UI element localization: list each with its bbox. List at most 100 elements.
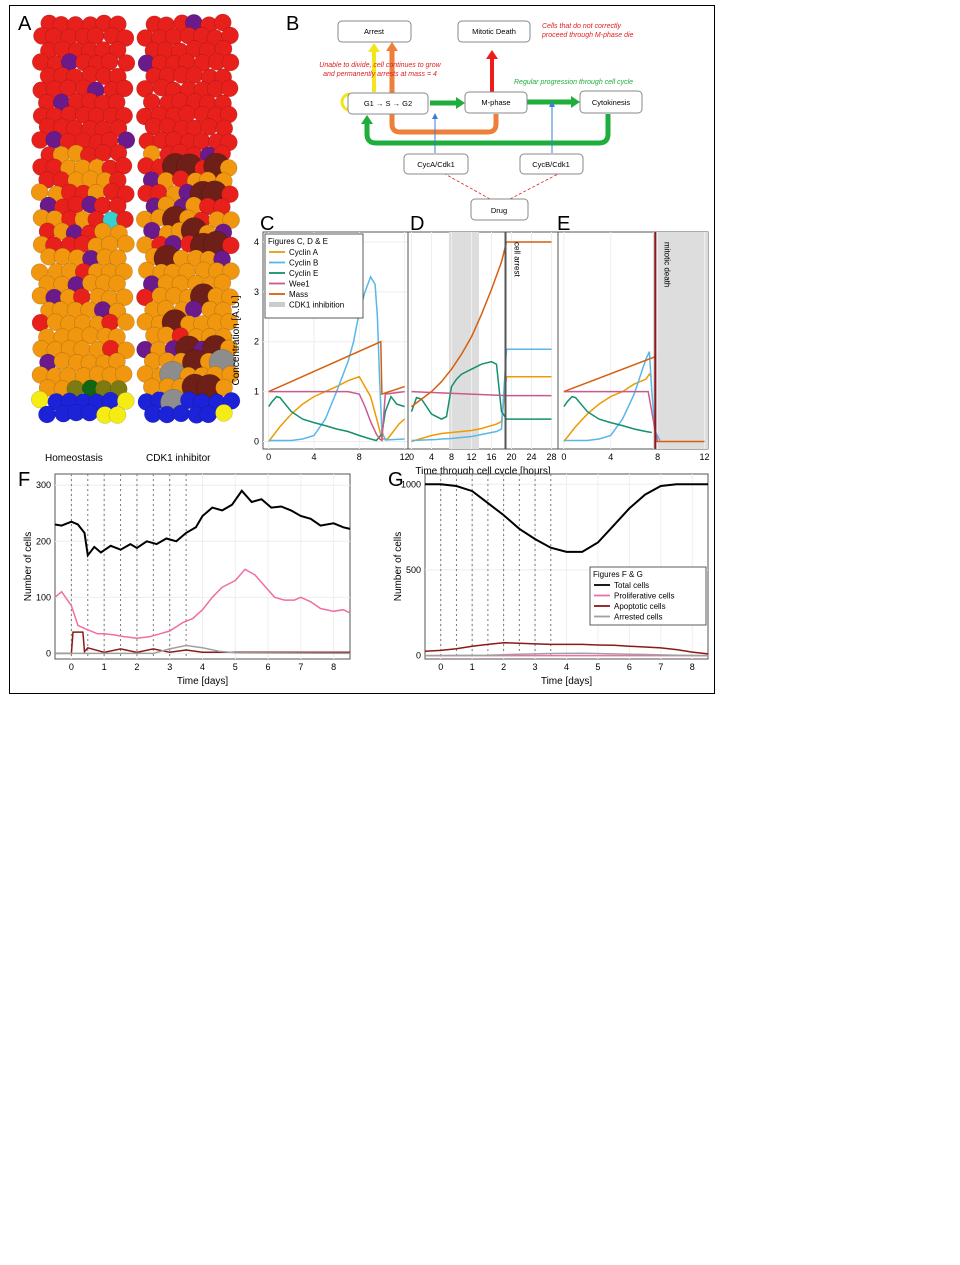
series-line-proliferative-cells	[54, 568, 351, 640]
x-tick-label: 7	[658, 662, 663, 672]
inhibition-shading	[652, 232, 708, 449]
cell-sphere	[222, 236, 240, 255]
cell-sphere	[221, 185, 239, 203]
x-tick-label: 2	[134, 662, 139, 672]
note-arrest-line2: and permanently arrests at mass = 4	[323, 71, 437, 78]
x-tick-label: 3	[167, 662, 172, 672]
panel-label-c: C	[260, 213, 274, 235]
chart-g: 0 1 2 3 4 5 6 7 8 0 500 1000 Time [days] Number of ce…	[393, 473, 709, 687]
cell-sphere	[221, 53, 240, 72]
y-axis-label: Concentration [A.U.]	[231, 295, 242, 385]
cell-sphere	[31, 390, 49, 409]
box-drug	[470, 198, 529, 221]
y-tick-label: 0	[46, 648, 51, 658]
box-cycb	[519, 153, 584, 175]
x-tick-label: 12	[699, 452, 709, 462]
box-cytokinesis-label: Cytokinesis	[592, 98, 631, 107]
x-axis-label: Time [days]	[177, 676, 229, 687]
cell-sphere	[220, 79, 239, 98]
x-tick-label: 5	[233, 662, 238, 672]
arrowhead-g1s-to-mphase	[456, 97, 465, 109]
series-line-cyclin-b	[411, 348, 552, 442]
x-tick-label: 5	[595, 662, 600, 672]
cell-sphere	[215, 378, 233, 397]
note-death-line1: Cells that do not correctly	[542, 23, 621, 30]
x-tick-label: 4	[311, 452, 316, 462]
legend-entry: CDK1 inhibition	[289, 301, 344, 310]
inhibition-shading	[449, 232, 479, 449]
legend-entry: Apoptotic cells	[614, 602, 666, 611]
box-mphase-label: M-phase	[481, 98, 510, 107]
cell-sphere	[38, 405, 56, 424]
inhibition-drug-to-cyca	[444, 173, 491, 200]
arrowhead-cycb	[549, 101, 555, 107]
crypt-homeostasis-image	[30, 14, 136, 424]
series-line-total-cells	[425, 483, 708, 553]
y-tick-label: 0	[416, 651, 421, 661]
x-axis-label: Time [days]	[541, 676, 593, 687]
y-axis-label: Number of cells	[23, 532, 34, 601]
series-line-cyclin-e	[268, 395, 405, 442]
cell-sphere	[108, 274, 126, 293]
arrowhead-cytokinesis-to-g1s	[361, 115, 373, 124]
x-tick-label: 0	[409, 452, 414, 462]
cell-sphere	[184, 300, 203, 318]
cell-sphere	[108, 406, 127, 424]
arrowhead-cyca	[432, 113, 438, 119]
series-line-total-cells	[54, 489, 351, 558]
panel-label-g: G	[388, 469, 404, 491]
panel-label-d: D	[410, 213, 424, 235]
x-tick-label: 0	[266, 452, 271, 462]
cell-sphere	[116, 392, 135, 410]
box-mitotic-death-label: Mitotic Death	[472, 27, 516, 36]
box-cytokinesis	[579, 90, 643, 114]
series-line-arrested-cells	[424, 652, 709, 657]
x-tick-label: 8	[449, 452, 454, 462]
legend-box	[264, 233, 364, 319]
y-tick-label: 500	[406, 565, 421, 575]
cell-sphere	[222, 211, 240, 229]
arrowhead-mphase-to-cytokinesis	[571, 96, 580, 108]
cell-sphere	[115, 288, 134, 306]
x-tick-label: 8	[331, 662, 336, 672]
caption-homeostasis: Homeostasis	[45, 453, 103, 464]
arrowhead-g1s-to-arrest	[368, 43, 380, 52]
caption-cdk1-inhibitor: CDK1 inhibitor	[146, 453, 211, 464]
chart-f: 0 1 2 3 4 5 6 7 8 0 100 200 300 Time [days] Number of …	[23, 473, 351, 687]
arrow-g1s-self-loop	[340, 92, 351, 112]
figure: A B C D E F G Homeostasis CDK1 inhibitor	[9, 5, 715, 694]
arrowhead-mitotic-death	[486, 50, 498, 59]
x-tick-label: 0	[561, 452, 566, 462]
legend-entry: Proliferative cells	[614, 592, 674, 601]
y-tick-label: 0	[254, 437, 259, 447]
cell-sphere	[30, 183, 49, 201]
note-regular-progression: Regular progression through cell cycle	[514, 79, 633, 86]
panel-label-e: E	[557, 213, 570, 235]
series-line-apoptotic-cells	[424, 641, 709, 655]
x-tick-label: 20	[506, 452, 516, 462]
x-axis-label: Time through cell cycle [hours]	[415, 466, 550, 477]
series-line-cyclin-e	[410, 360, 552, 420]
y-tick-label: 1	[254, 387, 259, 397]
y-tick-label: 1000	[401, 479, 421, 489]
legend-entry: Cyclin A	[289, 248, 319, 257]
cell-sphere	[117, 131, 136, 149]
box-g1s	[347, 92, 429, 115]
y-tick-label: 100	[36, 592, 51, 602]
cell-sphere	[214, 13, 232, 32]
arrow-mphase-back-to-arrest	[389, 51, 499, 135]
y-tick-label: 4	[254, 237, 259, 247]
x-tick-label: 28	[546, 452, 556, 462]
legend-entry: Wee1	[289, 280, 310, 289]
y-tick-label: 3	[254, 287, 259, 297]
event-annotation: cell arrest	[513, 242, 522, 277]
series-line-cyclin-a	[268, 375, 406, 442]
x-tick-label: 1	[102, 662, 107, 672]
x-tick-label: 4	[608, 452, 613, 462]
figure-svg: A B C D E F G Homeostasis CDK1 inhibitor	[18, 13, 709, 687]
chart-d: 0 4 8 12 16 20 24 28 cell arrest Time through cel…	[407, 231, 559, 477]
x-tick-label: 12	[466, 452, 476, 462]
panel-b-diagram: Arrest Mitotic Death G1 → S → G2 M-phase…	[319, 20, 643, 221]
x-tick-label: 1	[470, 662, 475, 672]
